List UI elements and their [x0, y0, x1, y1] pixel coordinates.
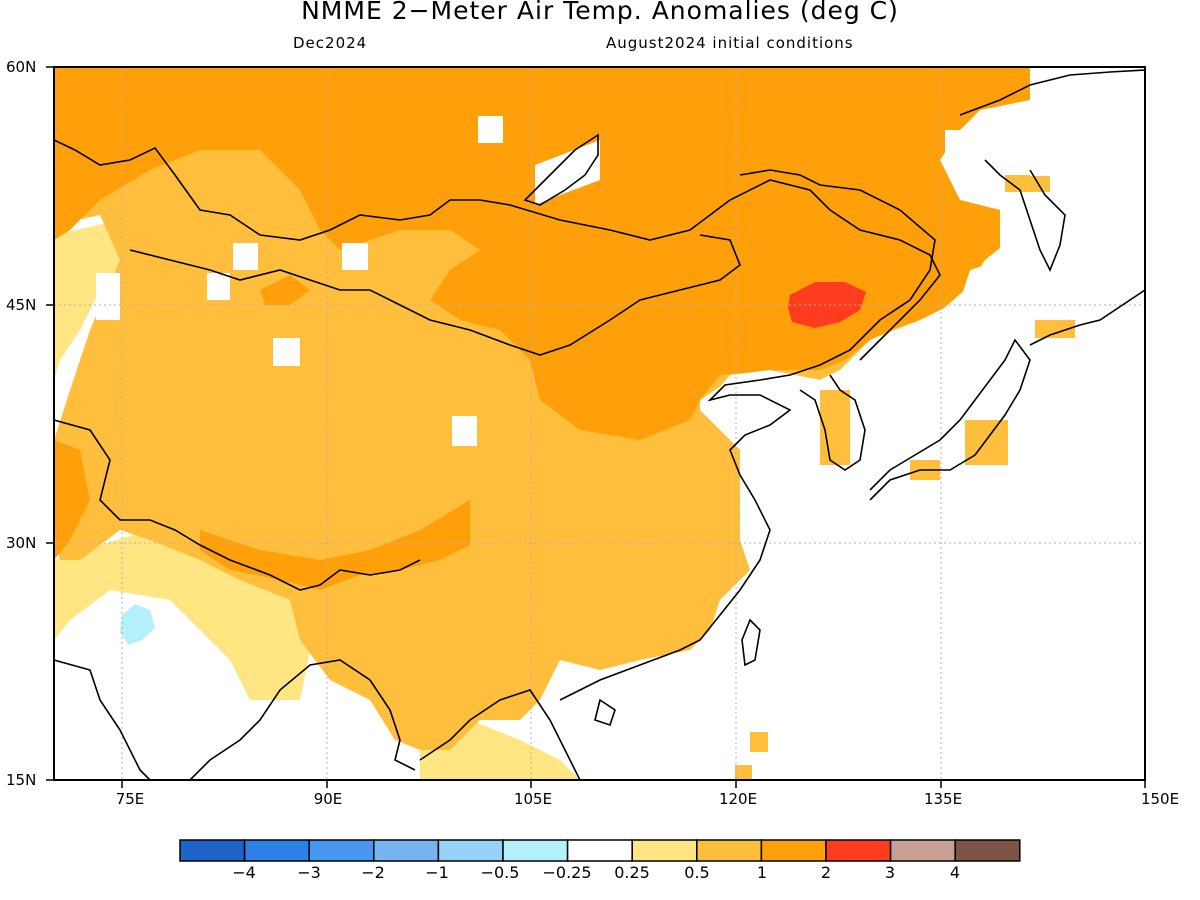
lat-label-15n: 15N	[6, 771, 37, 789]
colorbar-swatch	[696, 839, 763, 862]
shading-base	[54, 67, 1145, 780]
colorbar-label-3: 3	[884, 863, 896, 882]
map-frame	[53, 66, 1146, 781]
colorbar-label-2: 2	[820, 863, 832, 882]
lat-label-60n: 60N	[6, 58, 37, 76]
colorbar-swatch	[308, 839, 375, 862]
colorbar-swatch	[243, 839, 310, 862]
colorbar-swatch	[631, 839, 698, 862]
lon-label-105e: 105E	[513, 790, 553, 808]
colorbar-swatch	[954, 839, 1021, 862]
initial-conditions-label: August2024 initial conditions	[606, 34, 854, 52]
colorbar-swatch	[437, 839, 504, 862]
colorbar-swatch	[373, 839, 440, 862]
lon-label-75e: 75E	[115, 790, 145, 808]
lon-label-150e: 150E	[1140, 790, 1180, 808]
colorbar-swatch	[889, 839, 956, 862]
colorbar-label-4: 4	[949, 863, 961, 882]
colorbar-label-neg0-25: −0.25	[542, 863, 592, 882]
colorbar-label-1: 1	[756, 863, 768, 882]
colorbar-label-0-25: 0.25	[614, 863, 650, 882]
colorbar-label-neg4: −4	[232, 863, 256, 882]
colorbar-label-0-5: 0.5	[684, 863, 710, 882]
lat-label-30n: 30N	[6, 534, 37, 552]
map-title: NMME 2−Meter Air Temp. Anomalies (deg C)	[301, 0, 899, 25]
lat-label-45n: 45N	[6, 296, 37, 314]
colorbar-swatch	[825, 839, 892, 862]
masked-cells	[96, 67, 1145, 780]
colorbar-label-neg3: −3	[297, 863, 321, 882]
colorbar-swatch	[179, 839, 246, 862]
colorbar-label-neg1: −1	[425, 863, 449, 882]
colorbar	[179, 839, 1021, 862]
lon-label-135e: 135E	[923, 790, 963, 808]
anomaly-region-strong	[54, 67, 1075, 590]
colorbar-label-neg2: −2	[361, 863, 385, 882]
lon-label-90e: 90E	[313, 790, 343, 808]
lon-label-120e: 120E	[718, 790, 758, 808]
colorbar-label-neg0-5: −0.5	[480, 863, 520, 882]
anomaly-region-light	[54, 220, 770, 780]
coastlines-borders	[54, 69, 1145, 780]
colorbar-swatch	[760, 839, 827, 862]
valid-month-label: Dec2024	[293, 34, 368, 52]
anomaly-region-cool	[120, 604, 155, 645]
graticule	[54, 67, 1145, 780]
colorbar-swatch	[566, 839, 633, 862]
anomaly-region-tibet	[100, 300, 720, 590]
colorbar-swatch	[502, 839, 569, 862]
axis-ticks	[46, 66, 1146, 788]
anomaly-region-hot	[788, 282, 866, 328]
